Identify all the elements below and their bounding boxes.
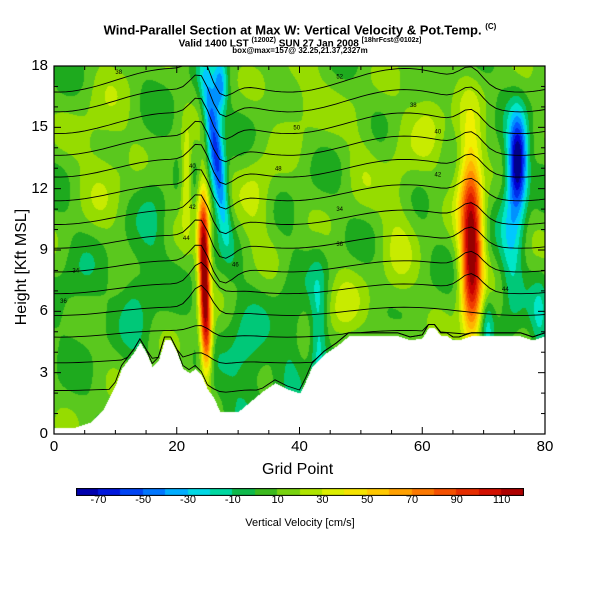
contour-label: 36	[60, 299, 67, 305]
theta-contour	[53, 65, 546, 97]
theta-contour	[54, 120, 546, 163]
chart-subtitle-valid: Valid 1400 LST (1200Z) SUN 27 Jan 2008 […	[178, 37, 422, 50]
theta-contour	[54, 284, 546, 316]
y-tick-label: 12	[31, 179, 48, 197]
theta-contour	[53, 324, 546, 338]
contour-label: 48	[275, 166, 282, 172]
colorbar-tick-label: 50	[361, 494, 374, 506]
y-tick-label: 9	[39, 241, 48, 258]
colorbar-tick-label: -30	[180, 494, 196, 506]
colorbar-tick-label: 90	[450, 494, 463, 506]
contour-label: 52	[336, 74, 343, 80]
colorbar-tick-label: 30	[316, 494, 329, 506]
x-tick-label: 40	[291, 438, 308, 455]
colorbar-tick-label: -70	[90, 494, 107, 506]
plot-frame	[53, 65, 546, 435]
contour-label: 34	[336, 207, 343, 213]
colorbar	[76, 488, 524, 496]
theta-contour	[54, 74, 546, 118]
x-tick-label: 80	[536, 438, 554, 455]
contour-label: 38	[410, 103, 417, 109]
colorbar-tick-label: -50	[135, 494, 152, 506]
theta-contour	[54, 324, 546, 393]
theta-contour	[54, 194, 546, 235]
colorbar-tick-label: 110	[492, 494, 511, 506]
chart-title: Wind-Parallel Section at Max W: Vertical…	[103, 22, 497, 38]
contour-label: 38	[115, 70, 122, 76]
contour-label: 40	[435, 129, 442, 135]
x-axis-label: Grid Point	[262, 461, 334, 478]
contour-label: 36	[336, 242, 343, 248]
theta-contour	[54, 169, 546, 210]
y-tick-label: 6	[39, 302, 48, 320]
contour-label: 42	[189, 205, 196, 211]
y-axis-label-wrap: Height [Kft MSL]	[0, 209, 40, 326]
x-tick-label: 20	[168, 438, 186, 455]
colorbar-tick-label: 10	[271, 494, 284, 506]
x-tick-label: 60	[413, 438, 431, 455]
y-axis-label: Height [Kft MSL]	[13, 208, 30, 326]
theta-contour	[54, 97, 546, 140]
theta-contour	[53, 143, 546, 185]
contour-label: 50	[293, 125, 300, 131]
contour-label: 44	[183, 236, 190, 242]
chart-subtitle-box: box@max=157@ 32.25,21.37,2327m	[232, 46, 368, 55]
contour-label: 44	[502, 287, 509, 293]
colorbar-title: Vertical Velocity [cm/s]	[245, 517, 355, 529]
contour-label: 34	[72, 268, 79, 274]
vertical-velocity-field	[54, 66, 545, 434]
x-tick-label: 0	[49, 438, 59, 455]
theta-contour	[54, 219, 546, 259]
contour-label: 42	[435, 172, 442, 178]
contour-label: 40	[189, 164, 196, 170]
contour-label: 46	[232, 262, 239, 268]
colorbar-tick-label: 70	[405, 494, 419, 506]
colorbar-tick-label: -10	[224, 494, 241, 506]
y-tick-label: 0	[39, 425, 48, 442]
y-tick-label: 18	[31, 57, 48, 74]
theta-contour	[54, 244, 546, 284]
y-tick-label: 15	[31, 118, 48, 136]
theta-contour	[54, 261, 546, 295]
theta-contour	[54, 324, 546, 364]
y-tick-label: 3	[39, 363, 48, 381]
